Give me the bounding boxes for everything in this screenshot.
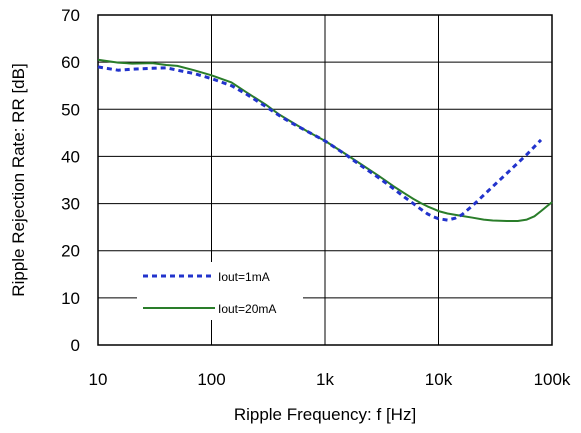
x-tick-label: 1k (316, 370, 334, 389)
y-tick-label: 70 (61, 6, 80, 25)
x-tick-label: 10 (89, 370, 108, 389)
y-tick-label: 60 (61, 53, 80, 72)
legend-label-iout-1ma: Iout=1mA (218, 270, 270, 284)
series-line-iout-20ma (97, 58, 553, 222)
legend-label-iout-20ma: Iout=20mA (218, 302, 276, 316)
y-tick-label: 20 (61, 242, 80, 261)
legend-box (137, 262, 303, 320)
x-tick-label: 100 (197, 370, 225, 389)
series-line-iout-1ma (97, 65, 543, 222)
y-tick-label: 30 (61, 195, 80, 214)
x-tick-label: 100k (534, 370, 571, 389)
series-lines (97, 58, 553, 222)
y-axis-label: Ripple Rejection Rate: RR [dB] (9, 63, 28, 296)
y-tick-labels: 0 10 20 30 40 50 60 70 (61, 6, 80, 355)
legend: Iout=1mA Iout=20mA (137, 262, 303, 320)
y-tick-label: 50 (61, 100, 80, 119)
y-tick-label: 0 (71, 336, 80, 355)
x-axis-label: Ripple Frequency: f [Hz] (234, 405, 416, 424)
x-tick-label: 10k (425, 370, 453, 389)
plot-area (97, 14, 553, 346)
y-tick-label: 10 (61, 289, 80, 308)
y-tick-label: 40 (61, 147, 80, 166)
x-tick-labels: 10 100 1k 10k 100k (89, 370, 571, 389)
